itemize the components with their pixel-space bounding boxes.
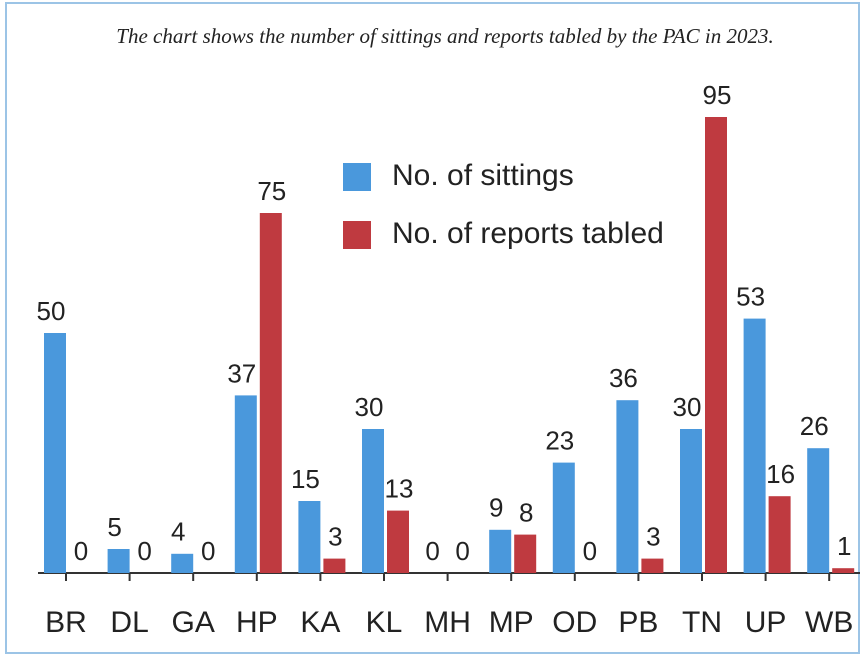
bar <box>616 400 639 573</box>
data-label: 36 <box>609 363 638 393</box>
data-label: 75 <box>257 176 286 206</box>
bar <box>259 213 282 573</box>
data-label: 30 <box>355 392 384 422</box>
data-label: 5 <box>107 512 121 542</box>
x-tick-label: UP <box>745 606 787 639</box>
data-label: 1 <box>837 531 851 561</box>
bar <box>680 429 702 573</box>
data-label: 13 <box>385 473 414 503</box>
chart-title: The chart shows the number of sittings a… <box>116 24 773 48</box>
data-label: 0 <box>425 536 439 566</box>
x-tick-label: BR <box>45 606 87 639</box>
data-label: 8 <box>519 497 533 527</box>
data-label: 50 <box>37 296 66 326</box>
data-label: 0 <box>137 536 151 566</box>
data-label: 3 <box>328 521 342 551</box>
bar <box>489 529 512 573</box>
x-tick-label: TN <box>682 606 722 639</box>
bar <box>768 496 791 573</box>
x-tick-label: DL <box>110 606 148 639</box>
data-label: 15 <box>291 464 320 494</box>
bar <box>234 395 257 573</box>
x-tick-label: KL <box>366 606 403 639</box>
data-label: 0 <box>455 536 469 566</box>
x-tick-label: HP <box>236 606 278 639</box>
bar <box>298 501 321 573</box>
bar <box>323 558 346 573</box>
legend-label: No. of reports tabled <box>392 217 664 250</box>
x-tick-label: PB <box>618 606 658 639</box>
bar <box>705 117 727 573</box>
bar <box>44 333 66 573</box>
x-tick-label: OD <box>552 606 597 639</box>
bar <box>362 429 384 573</box>
x-tick-label: KA <box>300 606 340 639</box>
x-tick-label: GA <box>172 606 215 639</box>
data-label: 30 <box>673 392 702 422</box>
bar <box>832 568 855 573</box>
bar <box>514 534 537 573</box>
data-label: 0 <box>201 536 215 566</box>
bar <box>171 553 194 573</box>
legend-swatch <box>343 221 371 249</box>
data-label: 0 <box>583 536 597 566</box>
x-tick-label: MH <box>424 606 471 639</box>
legend-label: No. of sittings <box>392 159 574 192</box>
bar <box>807 448 830 573</box>
bar <box>107 549 130 573</box>
x-tick-label: MP <box>489 606 534 639</box>
data-label: 3 <box>646 521 660 551</box>
data-label: 0 <box>74 536 88 566</box>
data-label: 37 <box>227 358 256 388</box>
x-tick-label: WB <box>805 606 853 639</box>
legend-swatch <box>343 163 371 191</box>
data-label: 16 <box>766 459 795 489</box>
data-label: 9 <box>489 493 503 523</box>
bar <box>552 462 575 573</box>
data-label: 23 <box>545 425 574 455</box>
frame <box>5 2 860 654</box>
bar <box>743 318 766 573</box>
data-label: 26 <box>800 411 829 441</box>
bar <box>641 558 664 573</box>
data-label: 53 <box>736 281 765 311</box>
data-label: 95 <box>703 80 732 110</box>
data-label: 4 <box>171 517 185 547</box>
bar <box>387 510 409 573</box>
